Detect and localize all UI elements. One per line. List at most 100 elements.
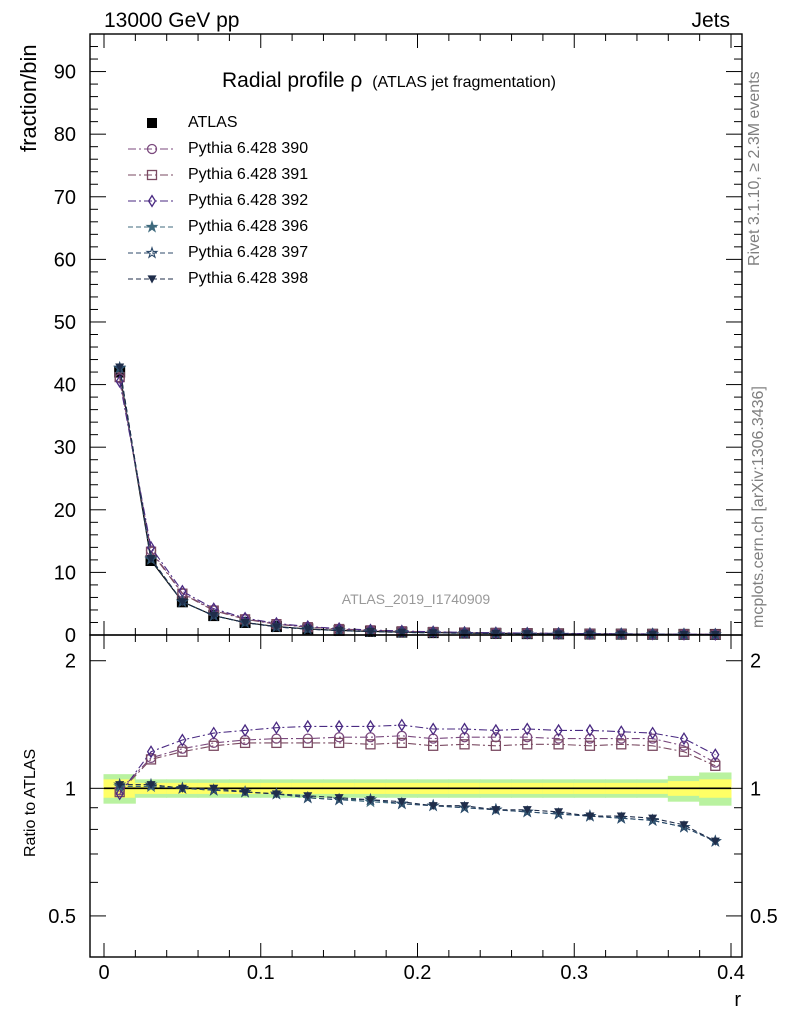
legend-swatch [128, 220, 176, 233]
legend-marker [147, 275, 157, 284]
ratio-point [616, 739, 627, 750]
ratio-point [523, 722, 532, 736]
ratio-pythia-6.428-391 [114, 737, 721, 798]
data-point [397, 628, 407, 637]
ratio-point [397, 718, 406, 732]
y-tick-label: 70 [54, 187, 76, 209]
x-tick-label: 0.4 [717, 962, 745, 984]
ratio-point [460, 802, 470, 811]
legend-label: Pythia 6.428 396 [188, 218, 309, 235]
ratio-point [271, 737, 282, 749]
ratio-point [522, 739, 533, 750]
ratio-series [113, 718, 722, 847]
ratio-point [115, 781, 125, 790]
ratio-y-tick-label-right: 2 [750, 651, 761, 673]
data-point [240, 619, 250, 628]
ratio-point [647, 740, 658, 751]
legend-label: Pythia 6.428 397 [188, 244, 309, 261]
ratio-point [647, 733, 658, 744]
x-tick-label: 0.2 [404, 962, 432, 984]
title-sub: (ATLAS jet fragmentation) [372, 74, 556, 91]
ratio-point [490, 740, 502, 751]
legend-marker [146, 169, 158, 181]
ratio-point [648, 726, 657, 740]
ratio-point [177, 746, 188, 757]
ratio-point [616, 733, 627, 744]
ratio-point [679, 731, 689, 746]
y-tick-label: 0 [65, 625, 76, 647]
ratio-line [119, 735, 716, 791]
legend-swatch [128, 169, 176, 181]
data-point [460, 629, 470, 638]
legend-swatch [128, 194, 176, 208]
legend-item: Pythia 6.428 390 [122, 136, 382, 161]
y-tick-label: 30 [54, 437, 76, 459]
title-main: Radial profile ρ [222, 69, 362, 92]
ratio-point [616, 812, 626, 821]
ratio-point [146, 745, 156, 759]
ratio-point [428, 802, 438, 811]
data-point [303, 625, 313, 634]
tick-labels: 0 10 20 30 40 50 60 70 80 90 0 0.1 0.2 0.3 0.4 0.5 0.5 1 1… [48, 62, 778, 984]
legend-label: Pythia 6.428 392 [188, 192, 309, 209]
ratio-point [711, 748, 720, 762]
data-point [522, 630, 532, 639]
ratio-point [397, 798, 407, 807]
y-tick-label: 50 [54, 312, 76, 334]
ratio-point [365, 796, 375, 805]
legend-item: Pythia 6.428 397 [122, 240, 382, 265]
ratio-point [240, 723, 250, 738]
ratio-line [119, 784, 716, 842]
data-point [209, 611, 219, 621]
ratio-point [459, 732, 470, 743]
ratio-point [303, 792, 313, 801]
ratio-y-tick-label: 1 [65, 778, 76, 800]
y-tick-label: 80 [54, 124, 76, 146]
ratio-point [208, 740, 219, 751]
ratio-pythia-6.428-398 [115, 781, 720, 846]
ratio-point [271, 790, 281, 799]
ratio-point [710, 837, 720, 846]
ratio-y-tick-label-right: 0.5 [750, 906, 778, 928]
header-process: 13000 GeV pp [104, 9, 240, 32]
ratio-frame [89, 634, 743, 958]
ratio-point [585, 812, 595, 821]
series-line [119, 367, 716, 636]
legend-item: ATLAS [122, 110, 382, 135]
ratio-point [678, 746, 690, 757]
legend-swatch [128, 275, 176, 284]
ratio-y-tick-label: 2 [65, 651, 76, 673]
ratio-point [334, 794, 344, 803]
ratio-point [209, 726, 218, 740]
y-tick-label: 20 [54, 500, 76, 522]
ratio-line [119, 724, 716, 795]
ratio-point [239, 737, 251, 749]
ratio-point [366, 719, 375, 734]
data-point [115, 363, 125, 372]
x-tick-label: 0 [98, 962, 109, 984]
ratio-point [459, 739, 470, 750]
ratio-point [584, 740, 596, 751]
plot-title: Radial profile ρ (ATLAS jet fragmentatio… [222, 69, 556, 92]
ratio-point [334, 719, 344, 734]
legend-item: Pythia 6.428 398 [122, 266, 382, 291]
legend-label: Pythia 6.428 390 [188, 140, 309, 157]
legend-label: Pythia 6.428 391 [188, 166, 309, 183]
ratio-point [115, 787, 124, 801]
ratio-point [145, 754, 157, 765]
legend-swatch [128, 246, 176, 259]
ratio-point [585, 723, 595, 738]
data-point [177, 598, 187, 607]
ratio-point [678, 740, 690, 751]
ratio-line [119, 784, 716, 842]
legend-marker [147, 194, 157, 208]
legend-item: Pythia 6.428 396 [122, 214, 382, 239]
mcplots-reference: mcplots.cern.ch [arXiv:1306.3436] [750, 386, 767, 628]
y-axis-label-ratio: Ratio to ATLAS [22, 748, 39, 857]
legend-swatch [147, 118, 157, 128]
axis-ticks [90, 33, 742, 957]
ratio-point [365, 739, 376, 750]
ratio-point [209, 784, 219, 793]
y-tick-label: 10 [54, 562, 76, 584]
